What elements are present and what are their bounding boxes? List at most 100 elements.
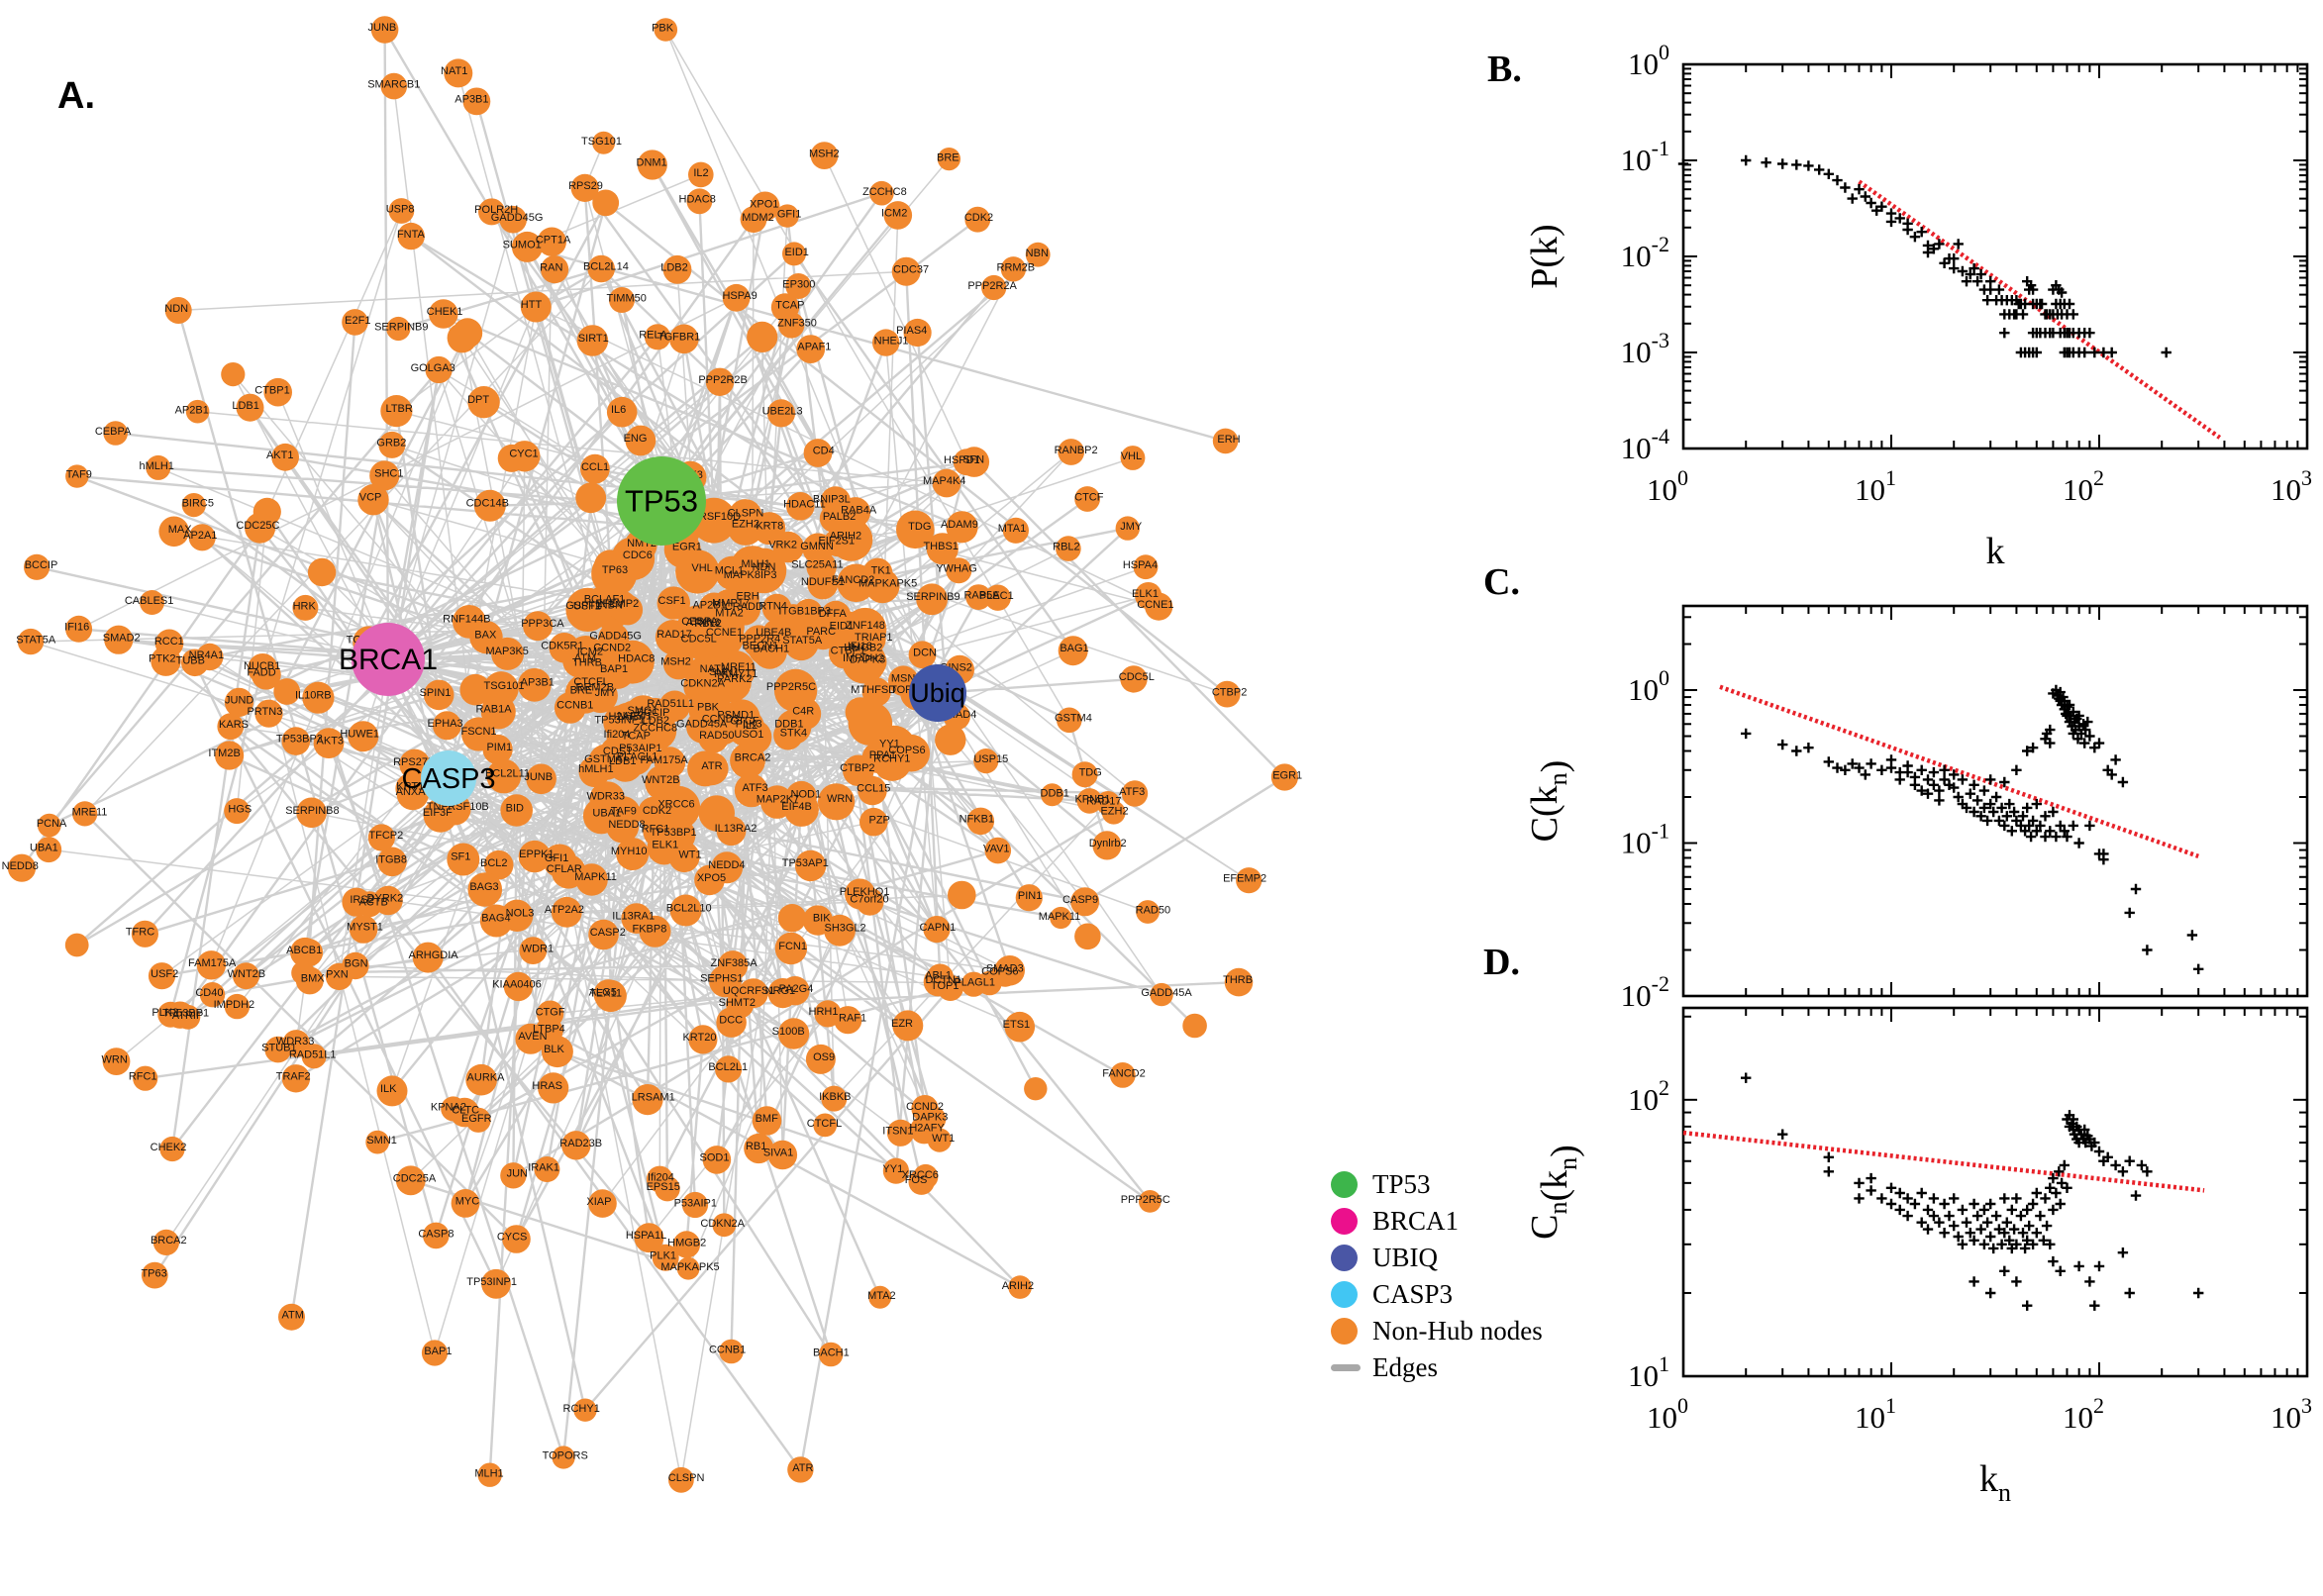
network-node [515,1023,547,1054]
node-label: UBA1 [30,843,58,854]
network-node [1002,517,1029,544]
network-node [861,677,891,707]
network-node [377,847,407,877]
node-label: CDK2 [964,212,993,224]
node-label: AURKA [467,1072,506,1084]
node-label: CYCS [497,1232,528,1244]
node-label: VHL [1121,450,1142,462]
node-label: BCL2L14 [583,261,629,273]
network-node [196,950,227,980]
network-node [537,227,566,256]
network-node [858,775,887,806]
node-label: KRT8 [756,520,783,532]
node-label: VCP [359,492,382,504]
network-node [271,443,299,471]
node-label: DCTN1 [925,974,961,986]
network-node [365,1130,390,1154]
network-node [761,593,792,624]
network-node [872,329,900,356]
node-label: RCHY1 [873,753,910,765]
network-node [787,1456,814,1483]
network-node [325,962,354,991]
network-node [973,748,999,774]
network-node [1056,536,1081,561]
network-node [486,758,522,794]
network-node [551,896,582,928]
node-label: IKBKB [819,1091,851,1103]
network-node [775,204,799,228]
node-label: SMN1 [366,1135,397,1147]
node-label: IL2 [693,167,708,179]
network-node [984,837,1012,864]
node-label: UBE2L3 [762,406,803,418]
node-label: TP53BP1 [651,827,697,839]
network-node [1071,761,1098,788]
network-node [625,425,656,456]
network-node [1074,923,1101,950]
node-label: FAM175A [188,957,237,969]
y-axis-label: P(k) [1524,224,1566,288]
network-node [705,367,735,396]
node-label: MYC [455,1196,480,1208]
node-label: CTCFL [573,676,608,688]
hub-label-brca1: BRCA1 [339,644,438,676]
tick-label: 100 [1628,40,1669,81]
network-node [499,205,527,234]
legend-label-tp53: TP53 [1372,1169,1431,1199]
node-label: RANBP2 [1055,445,1098,456]
network-node [1212,428,1239,454]
network-node [564,673,605,714]
node-label: CDKN2A [700,1218,745,1230]
node-label: CHEK2 [151,1142,187,1153]
node-label: CTBP2 [840,762,874,774]
network-node [552,1446,575,1469]
node-label: BACH1 [753,644,789,655]
network-node [251,659,281,690]
node-label: RCHY1 [563,1403,600,1415]
node-label: MRE11 [72,806,108,818]
node-label: SHC1 [374,467,403,479]
node-label: ITGB1BP3 [778,606,831,618]
network-node [196,643,224,671]
node-label: PCNA [37,818,67,830]
network-node [65,615,93,643]
node-label: TRIAP1 [855,632,893,644]
network-node [913,1163,939,1190]
node-label: SEPHS1 [700,973,743,985]
scatter-points [1677,154,2172,358]
network-node [591,550,638,597]
network-node [302,681,335,714]
network-node [588,1189,617,1218]
network-node [750,191,780,222]
hub-tp53 [617,456,706,546]
node-label: WDR1 [522,943,554,954]
node-label: IFI16 [64,622,89,634]
network-node [282,1030,311,1057]
network-node [882,1157,910,1184]
network-node [824,914,856,947]
network-node [188,524,216,551]
network-node [342,309,368,336]
node-label: BRE [570,685,593,697]
network-node [224,687,253,718]
network-node [1270,763,1298,791]
node-label: PIAS4 [896,325,927,337]
node-label: AP3B1 [454,94,488,106]
network-node [473,489,506,522]
network-node [369,460,400,491]
node-label: GRB2 [376,438,406,449]
node-label: CCNB1 [709,1345,746,1356]
node-label: VHL [691,562,712,574]
network-node [845,878,875,910]
node-label: CTBP1 [254,384,289,396]
node-label: PRTN3 [247,706,282,718]
network-nodes [7,16,1298,1493]
network-node [587,585,621,619]
network-node [805,1044,836,1074]
network-node [357,484,389,516]
tp53-dot-icon [1331,1171,1358,1198]
y-axis-label: Cn(kn) [1524,1145,1585,1240]
node-label: FKBP8 [632,924,666,936]
network-node [1120,665,1148,693]
network-node [388,198,415,224]
